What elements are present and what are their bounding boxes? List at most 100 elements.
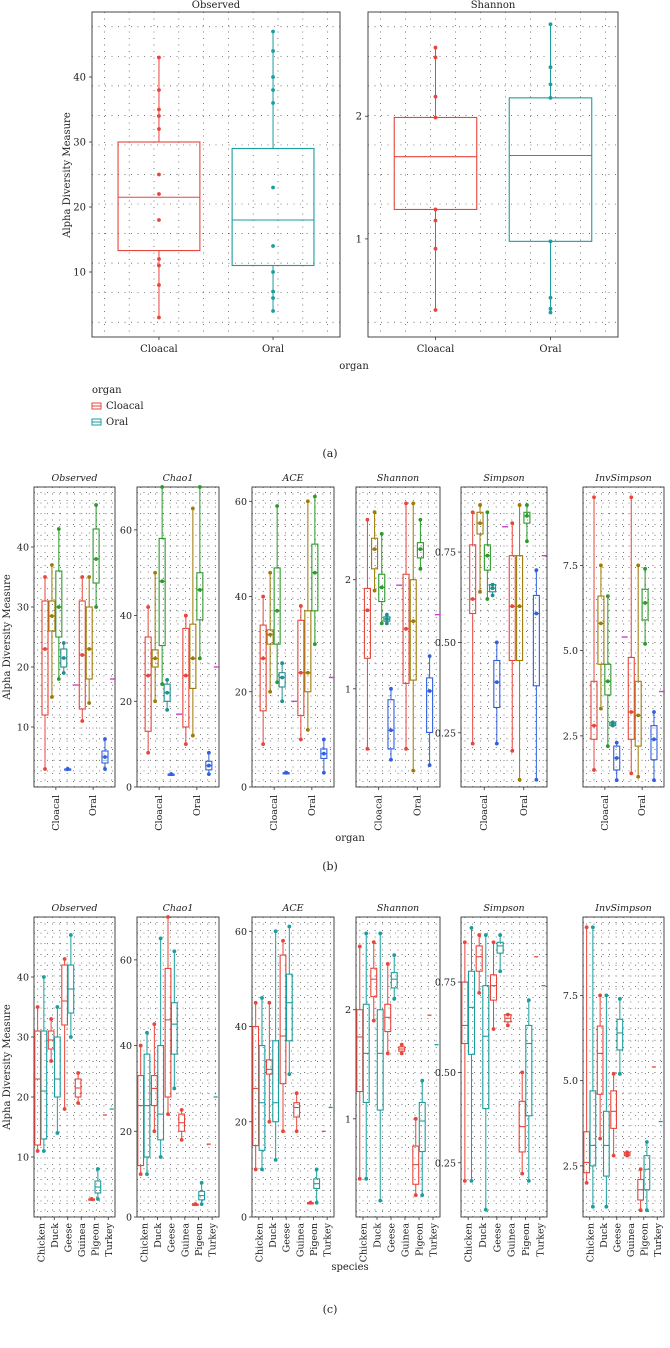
data-point bbox=[433, 45, 438, 50]
data-point bbox=[385, 1051, 390, 1056]
facet-title: Observed bbox=[52, 903, 98, 914]
box-geese-box bbox=[92, 528, 100, 584]
y-tick-label: 20 bbox=[235, 1117, 247, 1128]
data-point bbox=[636, 774, 641, 779]
box-cloacal-box bbox=[252, 1025, 260, 1147]
box-cloacal-box bbox=[164, 967, 172, 1098]
data-point bbox=[321, 770, 326, 775]
box-oral-box bbox=[643, 1155, 651, 1191]
data-point bbox=[172, 949, 177, 954]
data-point bbox=[505, 1012, 510, 1017]
data-point bbox=[271, 101, 275, 105]
data-point bbox=[598, 1136, 603, 1141]
data-point bbox=[273, 1157, 278, 1162]
data-point bbox=[652, 778, 656, 783]
data-point bbox=[312, 570, 317, 575]
data-point bbox=[433, 308, 438, 312]
data-point bbox=[485, 553, 490, 558]
data-point bbox=[87, 701, 92, 705]
data-point bbox=[629, 495, 634, 500]
box-oral-box bbox=[525, 1024, 533, 1117]
data-point bbox=[399, 1051, 404, 1056]
data-point bbox=[483, 933, 488, 937]
facet-title: InvSimpson bbox=[594, 473, 652, 484]
data-point bbox=[268, 632, 273, 637]
panel-a: Observed 10 20 30 40 Cloacal Oral Shannon 1 2 Cloa… bbox=[62, 0, 619, 460]
x-tick-label: Oral bbox=[307, 795, 318, 816]
data-point bbox=[548, 239, 553, 244]
data-point bbox=[153, 699, 158, 704]
panel-b-facet-shannon: Shannon 1 2 Cloacal Oral bbox=[345, 473, 441, 831]
data-point bbox=[462, 940, 467, 945]
data-point bbox=[87, 647, 92, 651]
data-point bbox=[273, 929, 278, 934]
data-point bbox=[197, 485, 202, 489]
box-cloacal-box bbox=[293, 1102, 301, 1118]
box-chicken-box bbox=[259, 624, 267, 712]
data-point bbox=[271, 296, 275, 300]
box-oral-box bbox=[40, 1030, 48, 1140]
data-point bbox=[80, 719, 85, 723]
y-tick-label: 0.50 bbox=[435, 638, 456, 649]
data-point bbox=[271, 289, 275, 294]
data-point bbox=[103, 737, 107, 741]
data-point bbox=[364, 1176, 369, 1181]
data-point bbox=[305, 727, 310, 732]
data-point bbox=[510, 748, 515, 753]
y-tick-label: 0.50 bbox=[435, 1068, 456, 1079]
y-tick-label: 30 bbox=[17, 603, 29, 614]
data-point bbox=[275, 608, 280, 613]
data-point bbox=[305, 670, 310, 675]
data-point bbox=[61, 641, 66, 645]
data-point bbox=[411, 501, 416, 506]
data-point bbox=[294, 1129, 299, 1134]
facet-title: Chao1 bbox=[163, 473, 194, 484]
data-point bbox=[280, 699, 285, 704]
box-geese-box bbox=[55, 570, 63, 638]
data-point bbox=[157, 127, 161, 131]
data-point bbox=[321, 737, 326, 742]
box-oral-box bbox=[589, 1090, 597, 1167]
data-point bbox=[314, 1167, 319, 1172]
data-point bbox=[494, 640, 499, 645]
y-tick-label: 0.25 bbox=[435, 1158, 456, 1169]
x-tick-label: Turkey bbox=[429, 1222, 440, 1256]
data-point bbox=[517, 604, 522, 609]
data-point bbox=[298, 737, 303, 742]
data-point bbox=[321, 751, 326, 756]
data-point bbox=[433, 94, 438, 99]
data-point bbox=[418, 517, 423, 522]
data-point bbox=[389, 686, 393, 691]
box-geese-box bbox=[641, 588, 649, 621]
data-point bbox=[298, 670, 303, 675]
data-point bbox=[49, 1059, 54, 1063]
x-tick-label: Oral bbox=[262, 344, 284, 355]
x-tick-label: Pigeon bbox=[521, 1223, 532, 1256]
data-point bbox=[61, 671, 66, 675]
x-tick-label: Turkey bbox=[323, 1222, 334, 1256]
box-cloacal-box bbox=[34, 1030, 42, 1146]
panel-b-facet-observed: Observed 10 20 30 40 Cloacal Oral bbox=[17, 473, 116, 831]
data-point bbox=[76, 1071, 81, 1075]
y-tick-label: 2.5 bbox=[563, 1161, 578, 1172]
data-point bbox=[643, 601, 647, 605]
box-cloacal-box bbox=[461, 981, 469, 1045]
y-tick-label: 20 bbox=[17, 1093, 29, 1104]
panel-c-facet-shannon: Shannon 1 2 Chicken Duck Geese Guinea Pigeon Tur… bbox=[345, 903, 441, 1262]
data-point bbox=[372, 510, 377, 514]
data-point bbox=[271, 75, 275, 79]
data-point bbox=[50, 614, 54, 618]
data-point bbox=[389, 728, 393, 733]
box-geese-box bbox=[483, 544, 491, 571]
y-tick-label: 0.75 bbox=[435, 978, 456, 989]
data-point bbox=[520, 1070, 525, 1075]
y-tick-label: 2 bbox=[356, 112, 362, 123]
y-tick-label: 10 bbox=[73, 268, 86, 279]
data-point bbox=[379, 532, 384, 536]
box-geese-box bbox=[604, 663, 612, 696]
x-tick-label: Chicken bbox=[254, 1223, 265, 1262]
data-point bbox=[157, 55, 161, 60]
data-point bbox=[652, 710, 656, 714]
box-duck-box bbox=[189, 623, 197, 689]
data-point bbox=[160, 682, 165, 687]
